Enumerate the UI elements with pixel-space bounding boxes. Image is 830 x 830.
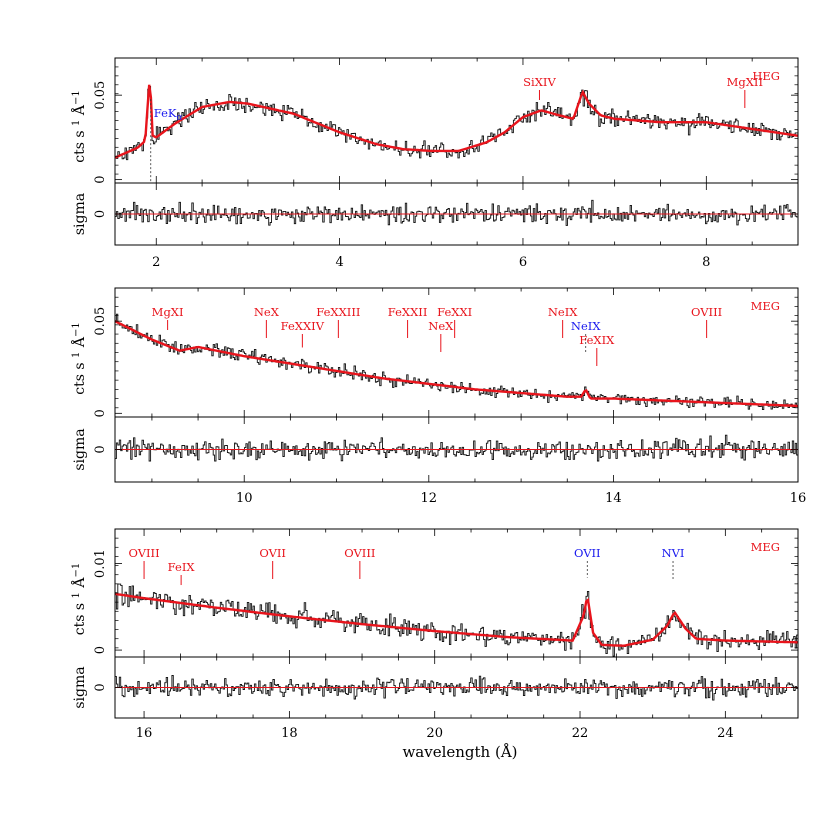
residual-data-3: [115, 675, 798, 701]
x-tick-label: 24: [717, 726, 734, 741]
x-ticks-3: [143, 529, 799, 718]
y-tick-label: 0: [93, 409, 108, 417]
line-label: FeXIX: [579, 333, 615, 347]
resid-tick-label: 0: [93, 210, 108, 218]
line-label: FeXXIII: [316, 305, 360, 319]
y-tick-label: 0.05: [93, 81, 108, 110]
panel-3: 16 18 20 22 24 0 0.01 0 cts s 1 Å−1 sigma MEG OVIII…: [70, 528, 799, 741]
x-tick-label: 14: [605, 491, 622, 506]
line-label: FeXXI: [437, 305, 472, 319]
y-axis-label: cts s 1 Å−1: [70, 322, 88, 394]
line-label: OVIII: [691, 305, 722, 319]
y-tick-label: 0.01: [93, 549, 108, 578]
model-curve: [115, 320, 798, 408]
x-tick-label: 22: [572, 726, 589, 741]
line-label: SiXIV: [523, 75, 556, 89]
x-tick-label: 18: [281, 726, 298, 741]
x-tick-label: 16: [136, 726, 153, 741]
model-curve: [115, 84, 798, 159]
instrument-label: MEG: [751, 299, 780, 313]
line-label: NeIX: [548, 305, 578, 319]
residual-histogram: [115, 675, 798, 701]
line-label: OVIII: [128, 546, 159, 560]
x-axis-label: wavelength (Å): [402, 743, 517, 761]
panel-1: 2 4 6 8 0 0.05 0 cts s 1 Å−1 sigma HEG FeKα SiXIV Mg…: [70, 57, 799, 270]
y-tick-label: 0: [93, 646, 108, 654]
line-label: FeKα: [154, 106, 183, 123]
residual-axis-label: sigma: [72, 428, 88, 470]
line-label: NeIX: [571, 319, 601, 333]
y-axis-label: cts s 1 Å−1: [70, 563, 88, 635]
y-tick-label: 0.05: [93, 307, 108, 336]
line-label: OVIII: [344, 546, 375, 560]
residual-axis-label: sigma: [72, 193, 88, 235]
x-tick-label: 2: [152, 255, 160, 270]
spectrum-frame: [114, 57, 799, 184]
line-label: FeXXIV: [281, 319, 325, 333]
residual-data-2: [115, 434, 798, 462]
x-tick-label: 20: [426, 726, 443, 741]
x-ticks-2: [151, 288, 799, 482]
x-tick-label: 8: [702, 255, 710, 270]
x-tick-label: 16: [790, 491, 807, 506]
instrument-label: MEG: [751, 540, 780, 554]
residual-histogram: [115, 199, 798, 226]
residual-histogram: [115, 434, 798, 462]
panel-2: 10 12 14 16 0 0.05 0 cts s 1 Å−1 sigma MEG MgXI NeX…: [70, 287, 807, 506]
data-histogram: [115, 583, 798, 657]
x-tick-label: 10: [236, 491, 253, 506]
line-label: FeXXII: [388, 305, 428, 319]
data-histogram: [115, 313, 798, 411]
line-label: NeX: [254, 305, 280, 319]
resid-tick-label: 0: [93, 683, 108, 691]
y-axis-label: cts s 1 Å−1: [70, 90, 88, 162]
line-label: MgXI: [152, 305, 184, 319]
x-tick-label: 6: [519, 255, 527, 270]
residual-axis-label: sigma: [72, 666, 88, 708]
residual-data-1: [115, 199, 798, 226]
spectrum-data-2: [115, 313, 798, 411]
instrument-label: HEG: [752, 69, 780, 83]
spectrum-data-3: [115, 583, 798, 657]
line-label: NeX: [428, 319, 454, 333]
y-tick-label: 0: [93, 175, 108, 183]
line-label: FeIX: [168, 560, 196, 574]
x-tick-label: 12: [421, 491, 438, 506]
model-curve: [115, 592, 798, 647]
line-label: OVII: [259, 546, 286, 560]
resid-tick-label: 0: [93, 445, 108, 453]
x-ticks-1: [155, 58, 799, 245]
x-tick-label: 4: [335, 255, 343, 270]
line-label: NVI: [662, 546, 685, 560]
spectrum-data-1: [115, 84, 798, 161]
line-label: MgXII: [727, 75, 763, 89]
line-label: OVII: [574, 546, 601, 560]
